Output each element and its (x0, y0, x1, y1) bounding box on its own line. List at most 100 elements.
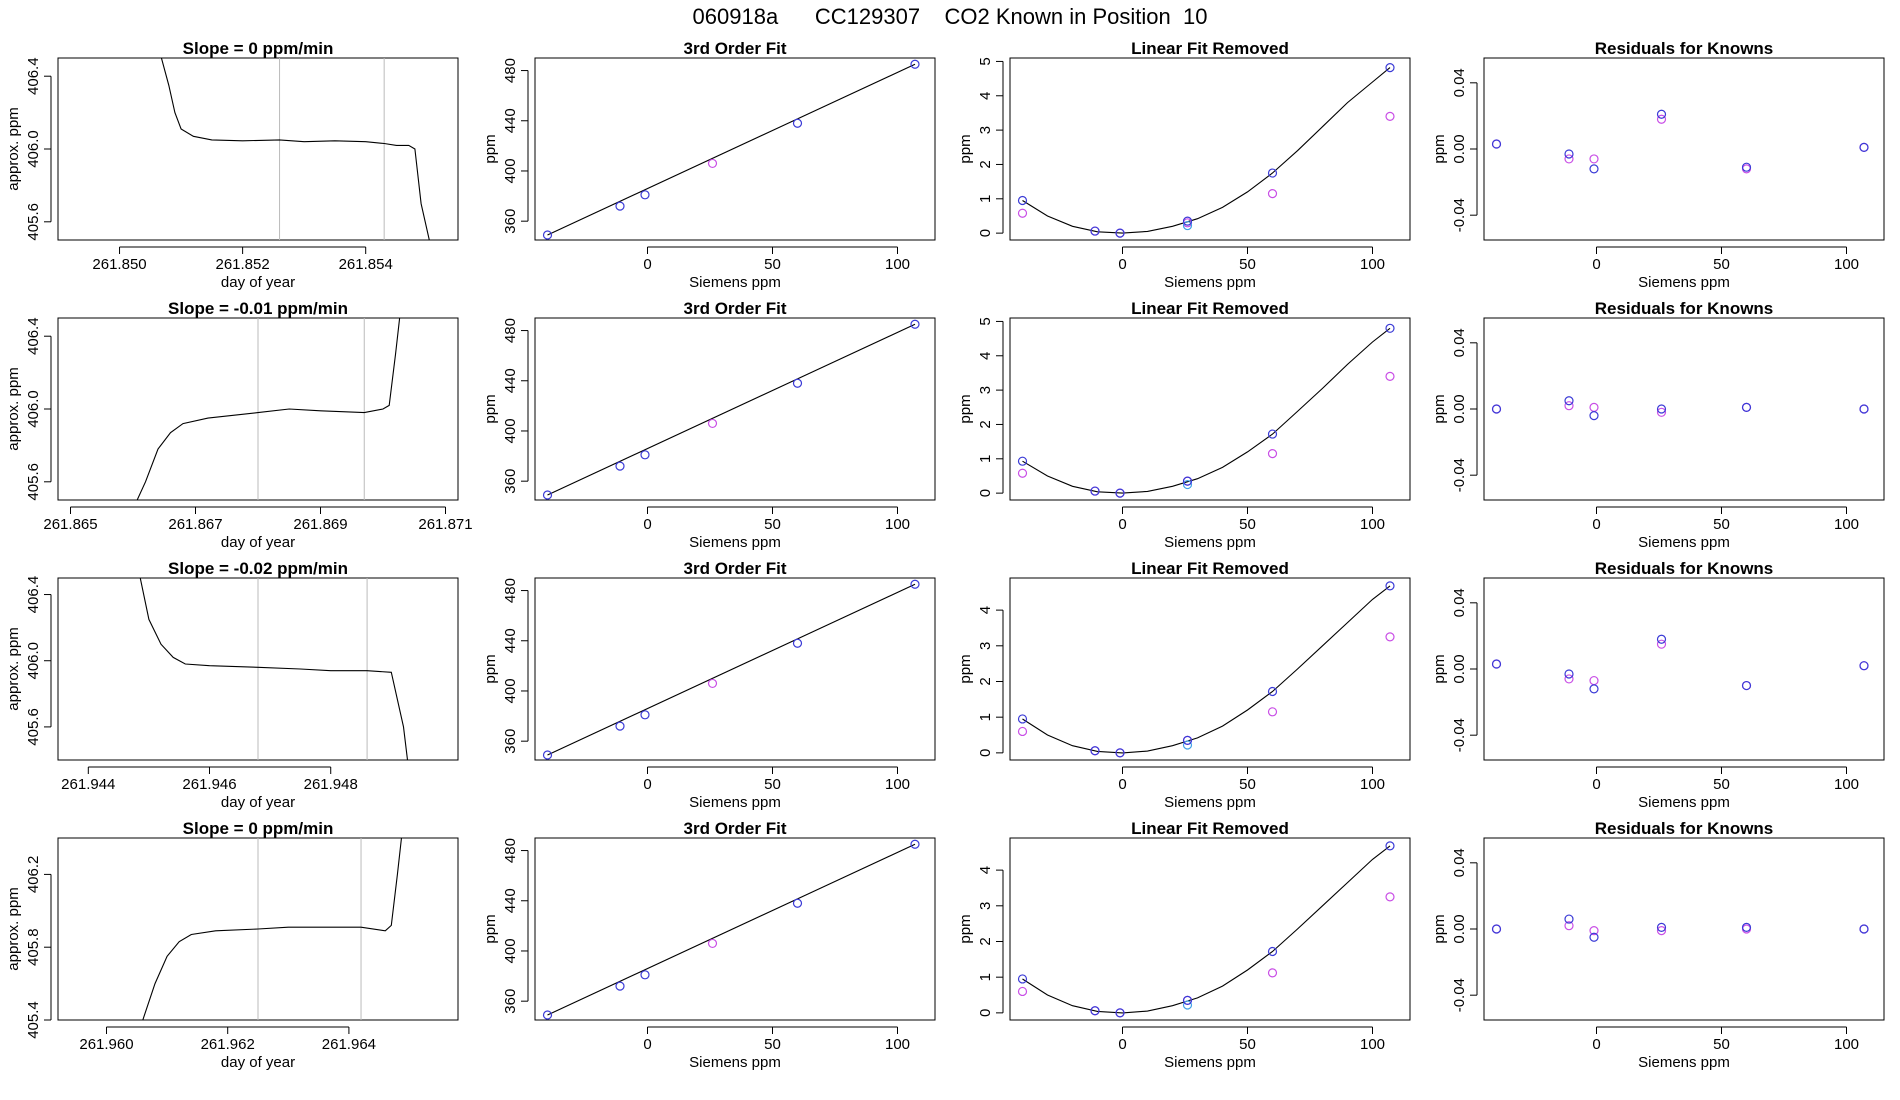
fit-curve (1022, 67, 1391, 234)
data-point-a (1182, 735, 1193, 745)
y-tick-label: 406.4 (25, 576, 42, 614)
y-axis-label: ppm (1431, 914, 1448, 943)
data-point-b (1017, 726, 1028, 737)
panel-r3-res: Residuals for Knowns 0 50 100 Siemens ppm -0.… (1431, 559, 1885, 811)
x-tick-label: 261.850 (92, 256, 146, 273)
data-point-b (1385, 111, 1395, 121)
y-tick-label: 4 (977, 866, 994, 874)
data-layer (136, 318, 401, 500)
y-tick-label: 400 (502, 158, 519, 183)
x-tick-label: 0 (643, 256, 651, 273)
x-tick-label: 0 (1118, 776, 1126, 793)
panel-r3-trace: Slope = -0.02 ppm/min 261.944 261.946 261.9… (5, 559, 459, 811)
data-point-a (1017, 974, 1028, 984)
data-point-a (640, 710, 650, 720)
y-axis-label: ppm (957, 394, 974, 423)
data-point-a (1564, 669, 1574, 679)
data-point-a (1859, 404, 1869, 414)
data-point-b (1267, 189, 1278, 199)
plot-frame (534, 57, 936, 241)
data-layer (1017, 581, 1395, 758)
y-tick-label: 0.00 (1451, 914, 1468, 943)
data-point-b (1564, 154, 1574, 164)
y-axis-label: approx. ppm (5, 887, 22, 970)
y-tick-label: 3 (977, 386, 994, 394)
panel-r4-trace: Slope = 0 ppm/min 261.960 261.962 261.964 da… (5, 819, 459, 1071)
data-point-a (1090, 226, 1100, 236)
x-tick-label: 100 (1834, 516, 1859, 533)
x-tick-label: 100 (1360, 1036, 1385, 1053)
data-point-a (1115, 1008, 1125, 1018)
panel-title: Residuals for Knowns (1595, 559, 1774, 578)
y-axis-label: ppm (1431, 394, 1448, 423)
data-layer (542, 319, 920, 500)
trace-line (136, 318, 401, 500)
y-tick-label: 1 (977, 713, 994, 721)
data-point-b (1589, 402, 1599, 412)
x-tick-label: 261.865 (43, 516, 97, 533)
x-axis-label: Siemens ppm (1164, 1054, 1256, 1071)
panel-title: Residuals for Knowns (1595, 39, 1774, 58)
data-point-b (1564, 674, 1574, 684)
data-point-b (1385, 892, 1395, 902)
y-tick-label: 3 (977, 642, 994, 650)
y-tick-label: 0.00 (1451, 654, 1468, 683)
x-tick-label: 0 (643, 776, 651, 793)
x-tick-label: 100 (885, 256, 910, 273)
panel-title: Slope = -0.01 ppm/min (168, 299, 348, 318)
y-tick-label: 440 (502, 888, 519, 913)
data-point-a (1589, 164, 1599, 174)
x-tick-label: 261.871 (418, 516, 472, 533)
x-tick-label: 100 (885, 776, 910, 793)
x-tick-label: 0 (643, 516, 651, 533)
data-point-a (792, 118, 803, 128)
data-point-a (1564, 914, 1574, 924)
data-point-c (1182, 740, 1193, 750)
x-tick-label: 261.948 (304, 776, 358, 793)
data-point-a (1741, 162, 1752, 172)
x-tick-label: 100 (1360, 776, 1385, 793)
data-point-a (910, 839, 920, 849)
data-point-a (1182, 216, 1193, 226)
plot-frame (57, 57, 459, 241)
y-tick-label: 0 (977, 749, 994, 757)
data-point-a (640, 450, 650, 460)
plot-frame (1483, 317, 1885, 501)
y-tick-label: 405.6 (25, 203, 42, 241)
y-tick-label: 406.4 (25, 317, 42, 355)
y-tick-label: 0.00 (1451, 134, 1468, 163)
data-point-a (542, 230, 553, 240)
x-tick-label: 100 (1834, 256, 1859, 273)
x-axis-label: Siemens ppm (1164, 274, 1256, 291)
data-point-a (542, 1010, 553, 1020)
data-point-b (707, 158, 718, 169)
x-axis-label: Siemens ppm (689, 274, 781, 291)
panel-r1-res: Residuals for Knowns 0 50 100 Siemens ppm -0.… (1431, 39, 1885, 291)
data-point-a (1656, 404, 1667, 414)
x-tick-label: 0 (1592, 1036, 1600, 1053)
panel-r2-res: Residuals for Knowns 0 50 100 Siemens ppm -0.… (1431, 299, 1885, 551)
data-point-a (1182, 995, 1193, 1005)
panel-r2-fit: 3rd Order Fit 0 50 100 Siemens ppm 360 400 440 4… (482, 299, 936, 551)
x-axis-label: day of year (221, 794, 295, 811)
panel-title: Residuals for Knowns (1595, 299, 1774, 318)
fit-line (547, 323, 916, 496)
y-tick-label: 0 (977, 489, 994, 497)
data-point-a (640, 190, 650, 200)
data-point-a (542, 750, 553, 760)
data-layer (1017, 63, 1395, 238)
x-axis-label: day of year (221, 534, 295, 551)
data-point-a (1589, 411, 1599, 421)
y-tick-label: 440 (502, 368, 519, 393)
x-tick-label: 50 (1239, 1036, 1256, 1053)
fit-line (547, 583, 916, 756)
y-axis-label: ppm (482, 914, 499, 943)
panel-title: Linear Fit Removed (1131, 299, 1289, 318)
x-tick-label: 50 (764, 776, 781, 793)
y-tick-label: 360 (502, 729, 519, 754)
panel-r4-res: Residuals for Knowns 0 50 100 Siemens ppm -0.… (1431, 819, 1885, 1071)
y-tick-label: 480 (502, 578, 519, 603)
y-axis-label: ppm (482, 654, 499, 683)
data-point-a (1115, 228, 1125, 238)
panel-title: Linear Fit Removed (1131, 39, 1289, 58)
